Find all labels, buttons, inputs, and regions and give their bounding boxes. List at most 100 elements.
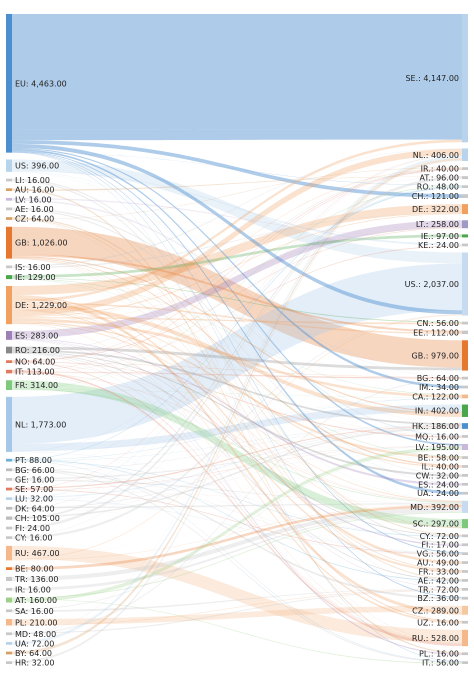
source-node-label: LI: 16.00 xyxy=(15,176,50,185)
sankey-link xyxy=(12,479,462,504)
target-node xyxy=(462,661,468,664)
source-node-label: IE: 129.00 xyxy=(15,273,56,282)
target-node xyxy=(462,465,468,468)
source-node-label: ES: 283.00 xyxy=(15,331,58,340)
sankey-link xyxy=(12,446,462,501)
source-node-label: BG: 66.00 xyxy=(15,466,55,475)
sankey-link xyxy=(12,506,462,570)
sankey-link xyxy=(12,507,462,579)
links-layer xyxy=(12,14,462,664)
sankey-link xyxy=(12,309,462,573)
sankey-link xyxy=(12,156,462,644)
sankey-link xyxy=(12,388,462,503)
target-node xyxy=(462,167,468,170)
target-node xyxy=(462,570,468,573)
sankey-link xyxy=(12,449,462,603)
target-node-label: VG.: 56.00 xyxy=(417,550,459,559)
sankey-link xyxy=(12,504,462,561)
sankey-link xyxy=(12,506,462,570)
target-node xyxy=(462,587,468,591)
sankey-link xyxy=(12,218,462,581)
source-node-label: FR: 314.00 xyxy=(15,381,58,390)
target-node xyxy=(462,176,468,180)
source-node-label: RO: 216.00 xyxy=(15,346,60,355)
sankey-link xyxy=(12,157,462,645)
source-node-label: SE: 57.00 xyxy=(15,485,53,494)
target-node-label: UA.: 24.00 xyxy=(417,489,459,498)
sankey-link xyxy=(12,371,462,379)
sankey-link xyxy=(12,338,462,547)
source-node xyxy=(6,468,12,472)
source-node-label: CY: 16.00 xyxy=(15,534,52,543)
sankey-link xyxy=(12,320,462,459)
sankey-link xyxy=(12,362,462,502)
sankey-link xyxy=(12,208,462,475)
target-node-label: IE.: 97.00 xyxy=(421,232,459,241)
sankey-link xyxy=(12,157,462,645)
sankey-link xyxy=(12,373,462,379)
sankey-link xyxy=(12,148,462,267)
source-node-label: US: 396.00 xyxy=(15,162,59,171)
sankey-link xyxy=(12,469,462,664)
target-node xyxy=(462,552,468,556)
target-node-label: GB.: 979.00 xyxy=(412,351,459,360)
source-node xyxy=(6,661,12,664)
sankey-link xyxy=(12,461,462,554)
sankey-link xyxy=(12,197,462,238)
sankey-link xyxy=(12,505,462,570)
sankey-link xyxy=(12,314,462,539)
sankey-link xyxy=(12,171,462,437)
sankey-link xyxy=(12,160,462,664)
target-node-label: CW.: 32.00 xyxy=(416,471,459,480)
sankey-link xyxy=(12,176,462,192)
sankey-link xyxy=(12,445,462,491)
target-node xyxy=(462,474,468,477)
sankey-link xyxy=(12,346,462,371)
sankey-link xyxy=(12,362,462,378)
sankey-link xyxy=(12,245,462,374)
sankey-link xyxy=(12,427,462,518)
sankey-link xyxy=(12,511,462,582)
sankey-link xyxy=(12,177,462,520)
source-node-label: EU: 4,463.00 xyxy=(15,79,67,88)
sankey-link xyxy=(12,226,462,368)
target-node-label: BE.: 58.00 xyxy=(418,454,459,463)
source-node-label: PT: 88.00 xyxy=(15,456,52,465)
target-node xyxy=(462,561,468,564)
sankey-link xyxy=(12,160,462,663)
sankey-link xyxy=(12,157,462,644)
target-node xyxy=(462,534,468,538)
sankey-link xyxy=(12,352,462,581)
source-node xyxy=(6,346,12,354)
sankey-link xyxy=(12,510,462,581)
sankey-link xyxy=(12,278,462,457)
source-node xyxy=(6,458,12,462)
target-node-label: CN.: 56.00 xyxy=(417,319,459,328)
sankey-link xyxy=(12,458,462,582)
target-node xyxy=(462,620,468,624)
source-node xyxy=(6,275,12,280)
sankey-link xyxy=(12,303,462,417)
sankey-link xyxy=(12,504,462,561)
target-node-label: SC.: 297.00 xyxy=(413,520,459,529)
target-node-label: BZ.: 36.00 xyxy=(417,594,459,603)
sankey-link xyxy=(12,589,462,626)
sankey-link xyxy=(12,180,462,589)
target-node-label: FR.: 33.00 xyxy=(418,567,459,576)
nodes-layer xyxy=(6,14,468,664)
sankey-link xyxy=(12,361,462,645)
sankey-link xyxy=(12,150,462,495)
sankey-link xyxy=(12,511,462,590)
source-node xyxy=(6,506,12,510)
sankey-link xyxy=(12,159,462,264)
target-node-label: SE.: 4,147.00 xyxy=(405,74,459,83)
sankey-link xyxy=(12,504,462,510)
source-node xyxy=(6,285,12,325)
source-node xyxy=(6,178,12,182)
target-node xyxy=(462,456,468,459)
target-node xyxy=(462,14,468,143)
sankey-link xyxy=(12,263,462,444)
sankey-link xyxy=(12,179,462,537)
source-node xyxy=(6,217,12,220)
